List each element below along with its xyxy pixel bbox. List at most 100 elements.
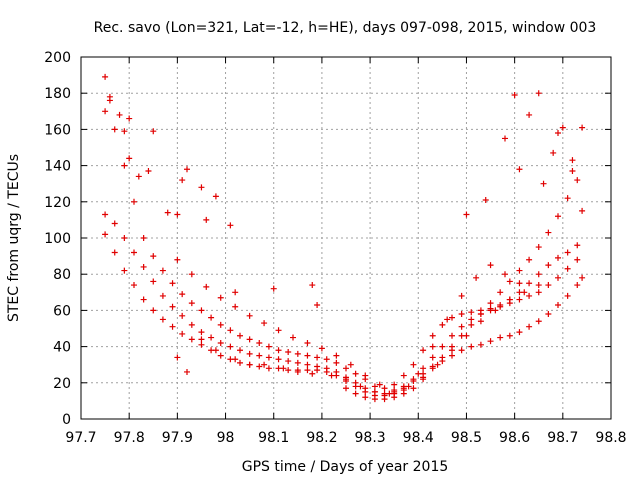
data-point-arc-D: [275, 327, 282, 334]
data-point-arc-A: [564, 292, 571, 299]
data-point-arc-B: [265, 354, 272, 361]
data-point-arc-C: [265, 343, 272, 350]
data-point-arc-E: [391, 394, 398, 401]
data-point-outliers: [309, 282, 316, 289]
data-point-arc-A: [516, 329, 523, 336]
data-point-arc-D: [203, 283, 210, 290]
data-point-arc-A: [169, 323, 176, 330]
data-point-outliers: [203, 216, 210, 223]
data-point-arc-A: [198, 341, 205, 348]
data-point-arc-B: [352, 379, 359, 386]
data-point-arc-B: [159, 292, 166, 299]
x-tick-label: 97.9: [162, 430, 193, 446]
data-point-outliers: [555, 130, 561, 137]
y-tick-label: 60: [53, 303, 71, 319]
data-point-arc-D: [246, 312, 253, 319]
data-point-arc-A: [458, 347, 465, 354]
data-point-arc-B: [458, 323, 465, 330]
data-point-outliers: [174, 211, 181, 218]
data-point-arc-B: [208, 334, 215, 341]
data-point-arc-E: [420, 376, 427, 383]
y-tick-label: 40: [53, 340, 71, 356]
data-point-outliers: [579, 124, 586, 131]
data-point-arc-A: [217, 352, 224, 359]
data-point-arc-A: [449, 352, 455, 359]
y-tick-label: 20: [53, 376, 71, 392]
x-tick-label: 98: [217, 430, 235, 446]
data-point-arc-C: [188, 300, 195, 307]
data-point-arc-C: [526, 280, 533, 287]
data-point-arc-A: [574, 282, 581, 289]
data-point-arc-C: [352, 370, 359, 377]
data-point-arc-E: [506, 278, 513, 285]
data-point-arc-A: [555, 301, 561, 308]
data-point-arc-B: [179, 312, 186, 319]
data-point-arc-A: [477, 341, 484, 348]
data-point-arc-E: [555, 213, 561, 220]
data-point-outliers: [569, 157, 576, 164]
grid-lines: [81, 57, 611, 419]
data-point-arc-C: [449, 314, 455, 321]
data-point-arc-B: [169, 303, 176, 310]
x-tick-label: 98.8: [595, 430, 626, 446]
data-point-arc-A: [468, 343, 475, 350]
data-point-arc-B: [410, 376, 417, 383]
data-point-outliers: [550, 149, 557, 156]
data-point-arc-C: [400, 372, 407, 379]
data-point-arc-B: [304, 361, 311, 368]
data-point-outliers: [559, 124, 566, 131]
data-point-arc-B: [564, 265, 571, 272]
data-point-outliers: [179, 177, 186, 184]
data-point-arc-D: [477, 318, 484, 325]
y-tick-label: 100: [44, 231, 71, 247]
y-tick-label: 0: [62, 412, 71, 428]
data-point-arc-F: [516, 280, 523, 287]
data-point-outliers: [102, 73, 109, 80]
data-point-arc-C: [410, 361, 417, 368]
data-point-arc-C: [121, 162, 128, 169]
data-point-arc-D: [261, 320, 268, 327]
data-point-arc-C: [304, 352, 311, 359]
data-point-outliers: [164, 209, 171, 216]
chart-title: Rec. savo (Lon=321, Lat=-12, h=HE), days…: [94, 20, 597, 36]
data-point-arc-A: [285, 367, 292, 374]
data-point-arc-B: [439, 343, 446, 350]
data-point-arc-A: [526, 323, 533, 330]
data-point-arc-C: [429, 332, 436, 339]
y-tick-label: 200: [44, 50, 71, 66]
data-point-arc-D: [304, 339, 311, 346]
data-point-arc-C: [256, 339, 263, 346]
x-tick-label: 98.1: [258, 430, 289, 446]
y-tick-label: 180: [44, 86, 71, 102]
data-point-arc-C: [208, 314, 215, 321]
data-point-arc-F: [415, 370, 422, 377]
data-points: [102, 73, 586, 403]
data-point-arc-D: [290, 334, 296, 341]
data-point-arc-B: [246, 350, 253, 357]
data-point-arc-E: [468, 321, 475, 328]
data-point-arc-F: [343, 376, 349, 383]
data-point-arc-F: [487, 262, 494, 269]
data-point-arc-B: [150, 278, 157, 285]
data-point-arc-D: [318, 345, 325, 352]
data-point-arc-D: [405, 383, 412, 390]
x-axis-label: GPS time / Days of year 2015: [242, 459, 449, 475]
data-point-arc-F: [357, 383, 364, 390]
data-point-arc-E: [371, 396, 378, 403]
data-point-arc-F: [473, 274, 480, 281]
data-point-arc-C: [179, 291, 186, 298]
data-point-arc-C: [102, 108, 109, 115]
data-point-outliers: [121, 128, 128, 135]
data-point-arc-D: [535, 282, 542, 289]
data-point-arc-C: [391, 381, 398, 388]
x-tick-label: 98.4: [403, 430, 434, 446]
data-point-arc-C: [439, 321, 446, 328]
data-point-arc-D: [506, 296, 513, 303]
data-point-arc-C: [150, 253, 157, 260]
data-point-arc-E: [516, 267, 523, 274]
data-point-arc-F: [328, 372, 335, 379]
data-point-arc-B: [188, 321, 195, 328]
data-point-arc-A: [265, 365, 272, 372]
data-point-arc-F: [458, 292, 465, 299]
data-point-arc-C: [285, 349, 292, 356]
